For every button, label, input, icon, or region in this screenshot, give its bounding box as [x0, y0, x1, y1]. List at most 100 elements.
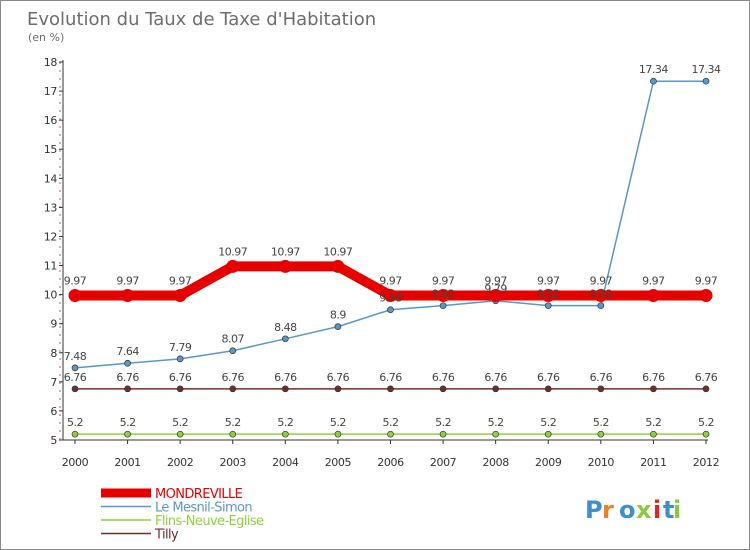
y-tick-label: 5 — [50, 434, 57, 447]
data-label: 9.62 — [432, 288, 455, 301]
series-point — [650, 385, 657, 393]
data-label: 6.76 — [695, 371, 718, 384]
data-label: 9.97 — [537, 274, 560, 287]
chart-subtitle: (en %) — [28, 31, 64, 44]
series-point — [229, 430, 237, 438]
series-point — [492, 385, 500, 393]
series-point — [384, 288, 397, 302]
data-label: 6.76 — [484, 371, 507, 384]
data-label: 6.76 — [64, 371, 87, 384]
data-label: 7.48 — [64, 350, 87, 363]
data-label: 9.97 — [695, 274, 718, 287]
x-tick-label: 2010 — [588, 456, 615, 469]
data-label: 5.2 — [645, 416, 661, 429]
y-tick-label: 13 — [44, 201, 58, 214]
series-point — [387, 430, 394, 438]
data-label: 9.79 — [484, 283, 507, 296]
data-label: 5.2 — [435, 416, 451, 429]
x-tick-label: 2000 — [62, 456, 89, 469]
data-label: 9.97 — [484, 274, 507, 287]
data-label: 8.9 — [330, 309, 346, 322]
data-label: 6.76 — [642, 371, 665, 384]
logo-letter: o — [619, 496, 636, 524]
series-point — [541, 288, 555, 302]
x-tick-label: 2007 — [430, 456, 457, 469]
series-point — [124, 430, 131, 438]
x-tick-label: 2005 — [325, 456, 352, 469]
series-point — [176, 430, 184, 438]
data-label: 5.2 — [330, 416, 346, 429]
series-point — [702, 77, 710, 85]
series-point — [71, 430, 79, 438]
series-point — [124, 359, 131, 367]
series-point — [334, 385, 342, 393]
series-point — [597, 430, 605, 438]
y-tick-label: 9 — [50, 318, 57, 331]
data-label: 6.76 — [379, 371, 402, 384]
x-tick-label: 2008 — [482, 456, 509, 469]
y-tick-label: 12 — [44, 230, 57, 243]
logo-letter: t — [663, 496, 674, 524]
series-point — [699, 288, 713, 302]
series-point — [702, 430, 710, 438]
x-tick-label: 2012 — [693, 456, 719, 469]
data-label: 9.97 — [590, 274, 613, 287]
logo-letter: P — [585, 496, 603, 524]
data-label: 6.76 — [169, 371, 192, 384]
series-point — [594, 288, 608, 302]
y-tick-label: 7 — [50, 376, 57, 389]
series-point — [650, 77, 657, 85]
data-label: 6.76 — [327, 371, 350, 384]
series-point — [281, 385, 289, 393]
data-label: 8.48 — [274, 321, 297, 334]
logo-letter: i — [653, 496, 661, 524]
x-tick-label: 2004 — [272, 456, 299, 469]
data-label: 10.97 — [271, 245, 300, 258]
series-point — [173, 288, 187, 302]
series-point — [71, 385, 79, 393]
y-tick-label: 15 — [44, 143, 58, 156]
data-label: 6.76 — [537, 371, 560, 384]
data-label: 10.97 — [218, 245, 247, 258]
y-tick-label: 10 — [44, 289, 58, 302]
data-label: 9.48 — [379, 292, 402, 305]
series-point — [68, 288, 82, 302]
data-label: 9.97 — [169, 274, 192, 287]
series-point — [702, 385, 710, 393]
series-point — [331, 259, 345, 273]
data-label: 9.62 — [590, 288, 613, 301]
data-label: 9.97 — [432, 274, 455, 287]
logo-letter: r — [602, 496, 614, 524]
series-point — [650, 430, 657, 438]
y-tick-label: 17 — [44, 85, 58, 98]
series-point — [278, 259, 292, 273]
data-label: 17.34 — [639, 63, 668, 76]
series-point — [281, 430, 289, 438]
series-point — [646, 288, 660, 302]
data-labels: 5.2 5.2 5.2 5.2 5.2 5.2 5.2 5.2 5.2 5.2 5.2 5.2 5.2 6… — [64, 63, 722, 429]
series-point — [226, 259, 240, 273]
x-tick-label: 2006 — [377, 456, 404, 469]
data-label: 8.07 — [222, 333, 245, 346]
legend-label: Tilly — [154, 528, 179, 543]
y-tick-label: 8 — [50, 347, 57, 360]
series-point — [439, 302, 447, 310]
series-point — [387, 385, 394, 393]
series-point — [544, 385, 552, 393]
logo-letter: i — [673, 496, 681, 524]
series-point — [121, 288, 135, 302]
x-tick-label: 2011 — [640, 456, 666, 469]
data-label: 6.76 — [116, 371, 139, 384]
series-point — [544, 302, 552, 310]
y-tick-label: 14 — [44, 172, 58, 185]
data-label: 5.2 — [277, 416, 293, 429]
data-label: 9.97 — [64, 274, 87, 287]
legend-label: Flins-Neuve-Eglise — [155, 514, 264, 529]
logo-letter: x — [636, 496, 652, 524]
series-point — [436, 288, 450, 302]
x-tick-label: 2002 — [167, 456, 193, 469]
data-label: 5.2 — [593, 416, 609, 429]
series-point — [71, 364, 79, 372]
